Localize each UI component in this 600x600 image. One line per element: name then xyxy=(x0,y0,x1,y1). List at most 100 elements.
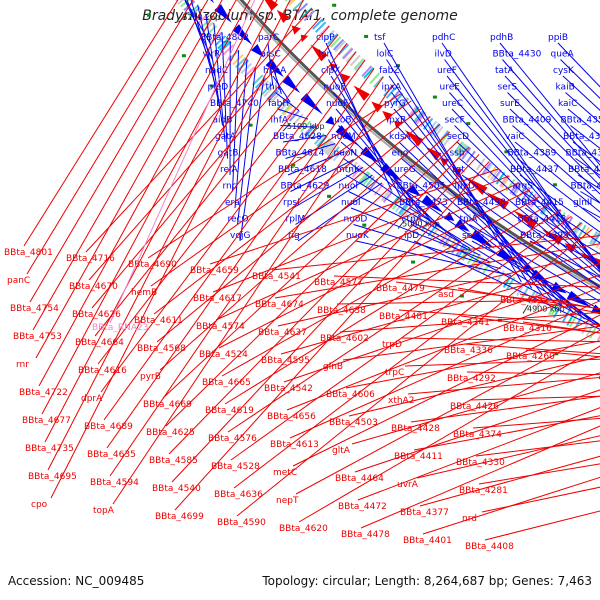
forward-gene-label: hppA xyxy=(263,66,287,76)
reverse-gene-label: gltA xyxy=(332,446,351,456)
feature-band-inner xyxy=(303,10,316,22)
reverse-gene-arrow xyxy=(310,44,328,62)
reverse-gene-arrow xyxy=(382,110,394,122)
reverse-gene-leader xyxy=(38,0,251,387)
feature-band-outer xyxy=(177,0,185,5)
forward-gene-label: eno xyxy=(392,149,409,159)
forward-gene-label: BBta_4629 xyxy=(281,182,330,192)
feature-band-outer xyxy=(358,171,369,184)
feature-band-inner xyxy=(333,39,345,51)
reverse-gene-label: BBta_4626 xyxy=(72,310,121,320)
reverse-gene-label: BBta_4585 xyxy=(149,456,198,466)
feature-band-outer xyxy=(470,254,481,267)
reverse-gene-leader xyxy=(85,8,313,253)
feature-band-inner xyxy=(443,133,454,146)
forward-gene-label: thiL xyxy=(266,83,283,93)
forward-gene-label: tsf xyxy=(374,33,386,43)
forward-gene-label: fabZ xyxy=(379,66,400,76)
feature-band-outer xyxy=(364,176,376,189)
feature-band-outer xyxy=(235,57,247,69)
reverse-gene-label: BBta_4677 xyxy=(22,416,71,426)
forward-gene-label: cysK xyxy=(553,66,575,76)
reverse-gene-leader xyxy=(159,123,441,371)
forward-gene-label: argS xyxy=(513,182,534,192)
forward-gene-leader xyxy=(522,191,600,244)
forward-gene-leader xyxy=(524,207,600,255)
forward-gene-label: aidB xyxy=(213,116,233,126)
gc-marker xyxy=(291,163,296,167)
feature-band-outer xyxy=(292,113,304,126)
forward-gene-leader xyxy=(461,174,600,283)
gc-marker xyxy=(504,150,509,154)
reverse-gene-leader xyxy=(224,202,551,405)
forward-gene-label: gatB xyxy=(218,149,239,159)
feature-band-outer xyxy=(303,123,315,136)
reverse-gene-leader xyxy=(171,153,480,483)
reverse-gene-label: BBta_4478 xyxy=(341,530,390,540)
forward-gene-leader xyxy=(338,125,441,228)
reverse-gene-arrow xyxy=(264,0,279,11)
reverse-gene-leader xyxy=(395,281,600,310)
reverse-gene-label: BBta_4801 xyxy=(4,248,53,258)
forward-gene-label: ureC xyxy=(442,99,463,109)
reverse-gene-label: trpD xyxy=(382,340,402,350)
reverse-gene-label: nepT xyxy=(276,496,299,506)
reverse-gene-leader xyxy=(407,376,600,395)
feature-band-outer xyxy=(466,251,477,265)
scale-tick xyxy=(282,123,291,132)
forward-gene-label: ssb xyxy=(450,149,465,159)
reverse-gene-label: BBta_4619 xyxy=(205,406,254,416)
forward-gene-leader xyxy=(350,207,491,263)
reverse-gene-leader xyxy=(357,407,600,501)
reverse-gene-leader xyxy=(333,275,600,288)
reverse-gene-label: BBta_4674 xyxy=(255,300,304,310)
reverse-gene-leader xyxy=(280,262,600,355)
forward-gene-label: ipxA xyxy=(382,83,403,93)
reverse-gene-leader xyxy=(472,417,600,429)
feature-band-outer xyxy=(261,83,273,96)
reverse-gene-leader xyxy=(478,463,600,485)
feature-band-inner xyxy=(392,92,404,105)
reverse-gene-label: BBta_4659 xyxy=(190,266,239,276)
summary-label: Topology: circular; Length: 8,264,687 bp… xyxy=(262,574,592,588)
feature-band-inner xyxy=(327,33,339,45)
reverse-gene-leader xyxy=(112,84,393,505)
forward-gene-label: BBta_4802 xyxy=(200,33,249,43)
forward-gene-leader xyxy=(469,224,600,303)
forward-gene-leader xyxy=(205,13,223,126)
feature-band-outer xyxy=(321,139,332,152)
reverse-gene-label: BBta_4411 xyxy=(394,452,443,462)
reverse-gene-leader xyxy=(283,274,600,383)
forward-gene-arrow xyxy=(214,4,232,23)
reverse-gene-label: BBta_4316 xyxy=(503,324,552,334)
reverse-gene-leader xyxy=(457,287,600,314)
reverse-gene-label: BBta_4656 xyxy=(267,412,316,422)
feature-band-outer xyxy=(550,303,559,317)
reverse-gene-label: nrd xyxy=(462,514,477,524)
reverse-gene-label: BBta_4428 xyxy=(391,424,440,434)
feature-band-inner xyxy=(527,193,537,207)
forward-gene-leader xyxy=(234,59,248,209)
reverse-gene-label: pyrB xyxy=(140,372,161,382)
forward-gene-leader xyxy=(567,108,600,137)
reverse-gene-label: BBta_4695 xyxy=(28,472,77,482)
feature-band-inner xyxy=(353,58,365,70)
feature-band-inner xyxy=(312,18,324,30)
forward-gene-leader xyxy=(197,4,221,110)
forward-gene-label: nuoF xyxy=(326,99,348,109)
feature-band-outer xyxy=(535,294,545,309)
reverse-gene-leader xyxy=(463,343,600,355)
reverse-gene-leader xyxy=(44,0,278,443)
reverse-gene-arrow xyxy=(439,157,450,167)
feature-band-inner xyxy=(505,178,516,192)
forward-gene-label: serS xyxy=(498,83,518,93)
reverse-gene-label: BBta_4689 xyxy=(84,422,133,432)
forward-gene-label: nadC xyxy=(205,66,228,76)
forward-gene-leader xyxy=(282,134,327,143)
reverse-gene-label: BBta_4528 xyxy=(211,462,260,472)
forward-gene-label: vaiC xyxy=(505,132,525,142)
reverse-gene-leader xyxy=(351,372,600,445)
forward-gene-label: BBta_4322 xyxy=(571,182,600,192)
reverse-gene-leader xyxy=(475,440,600,457)
